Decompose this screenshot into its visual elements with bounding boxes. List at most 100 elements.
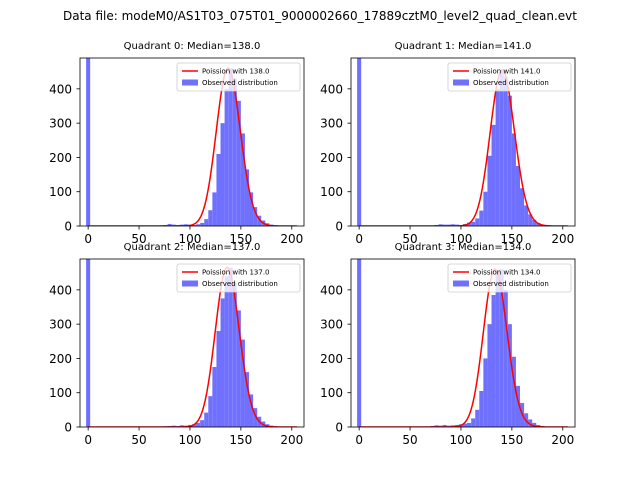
hist-bar	[357, 259, 362, 427]
hist-bar	[491, 295, 496, 427]
y-tick-label: 400	[49, 283, 72, 297]
hist-bar	[179, 425, 184, 427]
hist-bar	[200, 222, 205, 226]
hist-bar	[167, 223, 172, 226]
plot-area	[357, 259, 568, 427]
hist-bar	[204, 412, 209, 427]
hist-bar	[471, 418, 476, 427]
hist-bar	[479, 210, 484, 226]
y-tick-label: 300	[320, 318, 343, 332]
hist-bar	[532, 422, 537, 427]
plot-area	[86, 58, 297, 226]
y-tick-label: 400	[320, 82, 343, 96]
hist-bar	[196, 422, 201, 427]
subplot-quadrant-3: 0 50 100 150 200 0 100 200 300 400 Quadrant 3: Med…	[320, 242, 576, 447]
hist-bar	[232, 78, 237, 226]
plot-area	[86, 259, 297, 427]
hist-bar	[511, 133, 516, 226]
hist-bar	[438, 224, 443, 226]
subplot-title: Quadrant 3: Median=134.0	[395, 242, 532, 253]
hist-bar	[515, 166, 521, 226]
hist-bar	[257, 215, 262, 226]
legend-label-observed: Observed distribution	[473, 79, 549, 87]
y-tick-label: 200	[320, 352, 343, 366]
subplot-title: Quadrant 0: Median=138.0	[124, 41, 261, 52]
legend-label-poisson: Poission with 137.0	[202, 269, 270, 277]
x-tick-label: 50	[402, 232, 417, 246]
hist-bar	[212, 367, 217, 427]
legend-patch-swatch	[182, 280, 198, 287]
hist-bar	[249, 192, 254, 226]
hist-bar	[220, 298, 225, 427]
subplot-title: Quadrant 2: Median=137.0	[124, 242, 261, 253]
x-tick-label: 50	[402, 433, 417, 447]
hist-bar	[224, 88, 229, 226]
x-tick-label: 50	[131, 433, 146, 447]
legend-label-poisson: Poission with 141.0	[473, 68, 541, 76]
legend-label-observed: Observed distribution	[202, 280, 278, 288]
hist-bar	[86, 58, 91, 226]
poisson-curve	[88, 266, 297, 427]
hist-bar	[475, 218, 480, 226]
hist-bar	[475, 409, 480, 427]
x-tick-label: 200	[551, 232, 574, 246]
hist-bar	[511, 356, 516, 427]
hist-bar	[228, 68, 233, 226]
hist-bar	[200, 420, 205, 427]
x-tick-label: 150	[500, 232, 523, 246]
x-tick-label: 0	[355, 232, 363, 246]
hist-bar	[86, 259, 91, 427]
hist-bar	[236, 100, 241, 226]
hist-bar	[536, 222, 541, 226]
hist-bar	[463, 423, 468, 427]
legend: Poission with 137.0 Observed distribution	[176, 263, 301, 293]
y-tick-label: 400	[49, 82, 72, 96]
hist-bar	[528, 214, 533, 226]
hist-bar	[495, 88, 500, 226]
y-tick-label: 300	[49, 318, 72, 332]
legend-label-poisson: Poission with 138.0	[202, 68, 270, 76]
hist-bar	[491, 124, 496, 226]
hist-bar	[524, 205, 529, 226]
x-tick-label: 0	[84, 232, 92, 246]
x-tick-label: 150	[229, 433, 252, 447]
hist-bar	[240, 133, 245, 226]
y-tick-label: 100	[49, 185, 72, 199]
legend: Poission with 138.0 Observed distribution	[176, 62, 301, 92]
hist-bar	[236, 310, 241, 427]
hist-bar	[208, 396, 213, 427]
legend-patch-swatch	[453, 79, 469, 86]
axes-frame	[350, 258, 576, 428]
poisson-curve	[359, 69, 568, 226]
x-tick-label: 100	[450, 433, 473, 447]
subplot-quadrant-0: 0 50 100 150 200 0 100 200 300 400 Quadrant 0: Med…	[49, 41, 305, 246]
hist-bar	[244, 169, 250, 226]
y-tick-label: 0	[335, 421, 343, 435]
subplot-quadrant-1: 0 50 100 150 200 0 100 200 300 400 Quadrant 1: Med…	[320, 41, 576, 246]
hist-bar	[499, 269, 504, 427]
hist-bar	[507, 324, 512, 427]
hist-bar	[528, 419, 533, 427]
legend-patch-swatch	[182, 79, 198, 86]
hist-bar	[253, 408, 258, 427]
hist-bar	[232, 283, 237, 427]
legend: Poission with 134.0 Observed distribution	[447, 263, 572, 293]
axes-frame	[79, 57, 305, 227]
y-tick-label: 100	[320, 386, 343, 400]
y-tick-label: 200	[320, 151, 343, 165]
hist-bar	[212, 192, 217, 226]
hist-bar	[357, 58, 362, 226]
legend-box	[176, 62, 301, 92]
subplot-title: Quadrant 1: Median=141.0	[395, 41, 532, 52]
y-tick-label: 300	[49, 117, 72, 131]
hist-bar	[220, 123, 225, 226]
poisson-curve	[359, 268, 568, 427]
hist-bar	[434, 425, 439, 427]
x-tick-label: 0	[84, 433, 92, 447]
y-tick-label: 200	[49, 151, 72, 165]
legend-box	[447, 62, 572, 92]
legend: Poission with 141.0 Observed distribution	[447, 62, 572, 92]
legend-label-observed: Observed distribution	[202, 79, 278, 87]
hist-bar	[467, 222, 472, 226]
